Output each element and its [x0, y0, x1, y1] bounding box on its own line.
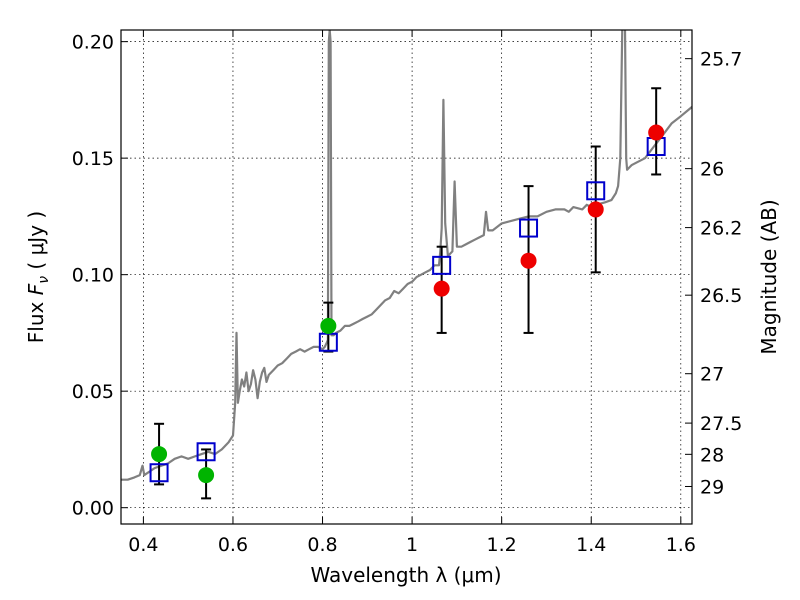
y-axis-label-prefix: Flux	[24, 295, 48, 343]
x-tick-label: 1.2	[487, 534, 517, 556]
observed-point	[648, 124, 665, 141]
y2-axis-label: Magnitude (AB)	[757, 199, 781, 354]
y2-tick-label: 27.5	[700, 413, 742, 435]
y-tick-label: 0.00	[72, 498, 114, 520]
spectrum-line	[121, 30, 692, 481]
y2-tick-label: 25.7	[700, 49, 742, 71]
observed-point	[433, 280, 450, 297]
y-axis-label-symbol: F	[24, 283, 48, 295]
y-tick-label: 0.10	[72, 265, 114, 287]
x-tick-label: 1	[406, 534, 418, 556]
y-tick-label: 0.15	[72, 148, 114, 170]
model-photometry-square	[432, 255, 452, 275]
observed-point	[320, 317, 337, 334]
observed-point	[198, 467, 215, 484]
y2-tick-label: 27	[700, 364, 724, 386]
plot-frame	[120, 29, 693, 525]
x-tick-label: 1.6	[666, 534, 696, 556]
model-photometry-square	[586, 181, 606, 201]
y2-tick-label: 26.2	[700, 218, 742, 240]
axis-ticks: 0.4 0.6 0.8 1 1.2 1.4 1.6 0.00 0.05 0.10 0.15 0.20 2…	[72, 30, 742, 556]
y-axis-label-subscript: ν	[36, 276, 52, 284]
grid-lines	[121, 30, 692, 524]
model-photometry-square	[196, 442, 216, 462]
x-tick-label: 1.4	[576, 534, 606, 556]
model-photometry-square	[149, 463, 169, 483]
observed-point	[587, 201, 604, 218]
y2-tick-label: 29	[700, 476, 724, 498]
x-tick-label: 0.8	[307, 534, 337, 556]
y-tick-label: 0.20	[72, 32, 114, 54]
y2-tick-label: 28	[700, 444, 724, 466]
y2-tick-label: 26.5	[700, 285, 742, 307]
x-axis-label: Wavelength λ (μm)	[310, 563, 501, 587]
observed-point	[520, 252, 537, 269]
model-photometry-square	[519, 218, 539, 238]
y-axis-label: Flux Fν ( μJy )	[24, 211, 52, 343]
x-tick-label: 0.4	[128, 534, 158, 556]
y2-tick-label: 26	[700, 159, 724, 181]
y-tick-label: 0.05	[72, 381, 114, 403]
x-tick-label: 0.6	[218, 534, 248, 556]
plot-area	[121, 30, 692, 500]
y-axis-label-suffix: ( μJy )	[24, 211, 48, 276]
observed-point	[151, 446, 168, 463]
